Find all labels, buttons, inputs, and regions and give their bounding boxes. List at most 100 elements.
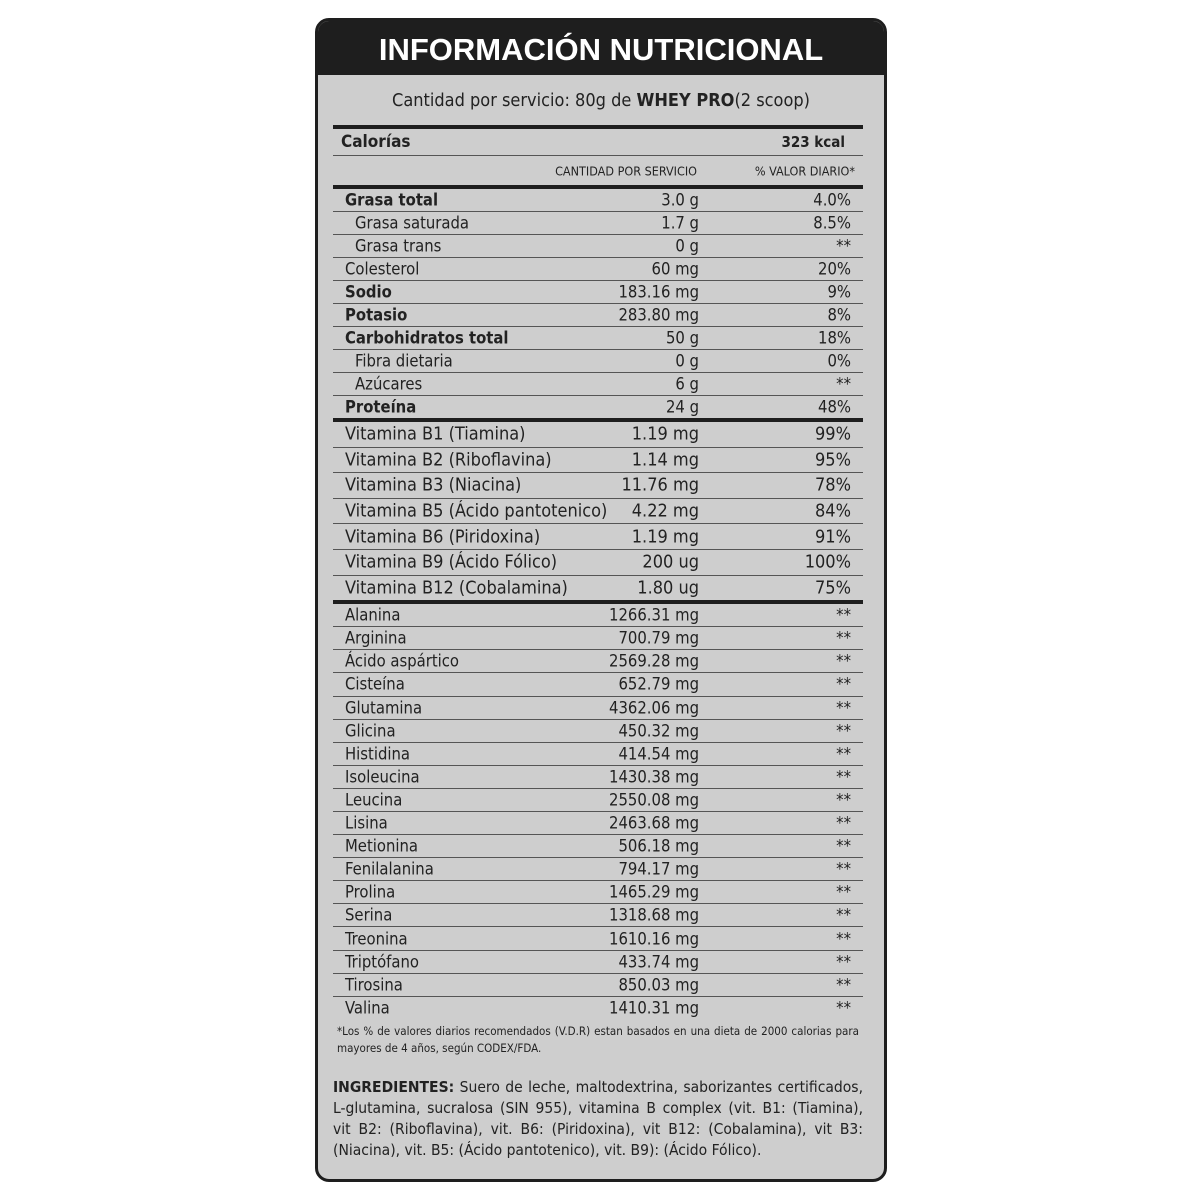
row: Glutamina 4362.06 mg **: [333, 697, 863, 720]
amount: 414.54 mg: [618, 744, 699, 764]
table: Calorías 323 kcal CANTIDAD POR SERVICIO % …: [333, 125, 863, 1161]
daily-value: 18%: [818, 328, 851, 348]
nutrient-name: Lisina: [345, 813, 388, 833]
amount: 6 g: [675, 374, 699, 394]
amount: 1.19 mg: [631, 423, 699, 445]
amount: 4.22 mg: [631, 500, 699, 522]
amount: 283.80 mg: [618, 305, 699, 325]
amount: 24 g: [665, 397, 699, 417]
row: Alanina 1266.31 mg **: [333, 604, 863, 628]
daily-value: 9%: [827, 282, 851, 302]
amount: 1318.68 mg: [609, 905, 699, 925]
amount: 700.79 mg: [618, 628, 699, 648]
row: Vitamina B5 (Ácido pantotenico) 4.22 mg 84…: [333, 499, 863, 525]
nutrient-name: Leucina: [345, 790, 403, 810]
daily-value: 99%: [815, 423, 851, 445]
daily-value: 78%: [815, 474, 851, 496]
row: Tirosina 850.03 mg **: [333, 974, 863, 997]
nutrient-name: Glicina: [345, 721, 396, 741]
daily-value: **: [836, 998, 851, 1018]
ingredients-label: INGREDIENTES:: [333, 1077, 455, 1096]
daily-value: **: [836, 767, 851, 787]
row: Serina 1318.68 mg **: [333, 904, 863, 928]
daily-value: **: [836, 790, 851, 810]
nutrient-name: Carbohidratos total: [345, 328, 509, 348]
nutrient-name: Fenilalanina: [345, 859, 434, 879]
daily-value: **: [836, 905, 851, 925]
nutrient-name: Arginina: [345, 628, 407, 648]
ingredients: INGREDIENTES: Suero de leche, maltodextr…: [333, 1077, 863, 1161]
daily-value: **: [836, 374, 851, 394]
row: Vitamina B6 (Piridoxina) 1.19 mg 91%: [333, 524, 863, 550]
daily-value: 91%: [815, 526, 851, 548]
amount: 11.76 mg: [621, 474, 699, 496]
row: Grasa total 3.0 g 4.0%: [333, 189, 863, 212]
amount: 1.19 mg: [631, 526, 699, 548]
calories-label: Calorías: [341, 132, 411, 152]
row: Fibra dietaria 0 g 0%: [333, 350, 863, 373]
nutrient-name: Vitamina B5 (Ácido pantotenico): [345, 500, 608, 522]
nutrients: Grasa total 3.0 g 4.0% Grasa saturada 1.7 g 8…: [333, 189, 863, 418]
row: Proteína 24 g 48%: [333, 396, 863, 418]
daily-value: 100%: [804, 551, 851, 573]
row: Lisina 2463.68 mg **: [333, 812, 863, 836]
amount: 50 g: [665, 328, 699, 348]
daily-value: **: [836, 721, 851, 741]
daily-value: **: [836, 929, 851, 949]
nutrition-label: INFORMACIÓN NUTRICIONAL Cantidad por ser…: [315, 18, 887, 1182]
daily-value: 48%: [818, 397, 851, 417]
amount: 1465.29 mg: [609, 882, 699, 902]
nutrient-name: Grasa total: [345, 190, 439, 210]
footnote: *Los % de valores diarios recomendados (…: [337, 1023, 859, 1055]
nutrient-name: Isoleucina: [345, 767, 420, 787]
row: Sodio 183.16 mg 9%: [333, 281, 863, 304]
amount: 450.32 mg: [618, 721, 699, 741]
amount-header: CANTIDAD POR SERVICIO: [555, 163, 697, 178]
serving-suffix: (2 scoop): [734, 90, 810, 111]
nutrient-name: Vitamina B9 (Ácido Fólico): [345, 551, 558, 573]
row: Grasa trans 0 g **: [333, 235, 863, 258]
nutrient-name: Triptófano: [345, 952, 419, 972]
amount: 4362.06 mg: [609, 698, 699, 718]
amount: 1430.38 mg: [609, 767, 699, 787]
daily-value: 8.5%: [813, 213, 851, 233]
column-header: CANTIDAD POR SERVICIO % VALOR DIARIO*: [333, 156, 863, 185]
amount: 3.0 g: [661, 190, 699, 210]
row: Treonina 1610.16 mg **: [333, 927, 863, 951]
amount: 1610.16 mg: [609, 929, 699, 949]
amount: 0 g: [675, 236, 699, 256]
nutrient-name: Azúcares: [355, 374, 423, 394]
nutrient-name: Metionina: [345, 836, 419, 856]
serving-prefix: Cantidad por servicio: 80g de: [392, 90, 632, 111]
amount: 1.14 mg: [631, 449, 699, 471]
amount: 652.79 mg: [618, 674, 699, 694]
row: Carbohidratos total 50 g 18%: [333, 327, 863, 350]
nutrient-name: Glutamina: [345, 698, 423, 718]
daily-value: **: [836, 628, 851, 648]
amount: 0 g: [675, 351, 699, 371]
title: INFORMACIÓN NUTRICIONAL: [318, 21, 884, 75]
row: Vitamina B9 (Ácido Fólico) 200 ug 100%: [333, 550, 863, 576]
ingredients-text: Suero de leche, maltodextrina, saborizan…: [333, 1077, 863, 1159]
row: Triptófano 433.74 mg **: [333, 951, 863, 974]
nutrient-name: Vitamina B2 (Riboflavina): [345, 449, 552, 471]
daily-value: **: [836, 698, 851, 718]
daily-value: **: [836, 605, 851, 625]
nutrient-name: Serina: [345, 905, 393, 925]
nutrient-name: Cisteína: [345, 674, 405, 694]
row: Vitamina B3 (Niacina) 11.76 mg 78%: [333, 473, 863, 499]
nutrient-name: Vitamina B3 (Niacina): [345, 474, 522, 496]
daily-value: **: [836, 674, 851, 694]
nutrient-name: Vitamina B12 (Cobalamina): [345, 577, 568, 599]
nutrient-name: Ácido aspártico: [345, 651, 460, 671]
amount: 200 ug: [642, 551, 699, 573]
daily-value: **: [836, 744, 851, 764]
amount: 1410.31 mg: [609, 998, 699, 1018]
daily-value: 75%: [815, 577, 851, 599]
daily-value: **: [836, 813, 851, 833]
row: Arginina 700.79 mg **: [333, 627, 863, 651]
amount: 850.03 mg: [618, 975, 699, 995]
row: Potasio 283.80 mg 8%: [333, 304, 863, 327]
nutrient-name: Grasa saturada: [355, 213, 470, 233]
